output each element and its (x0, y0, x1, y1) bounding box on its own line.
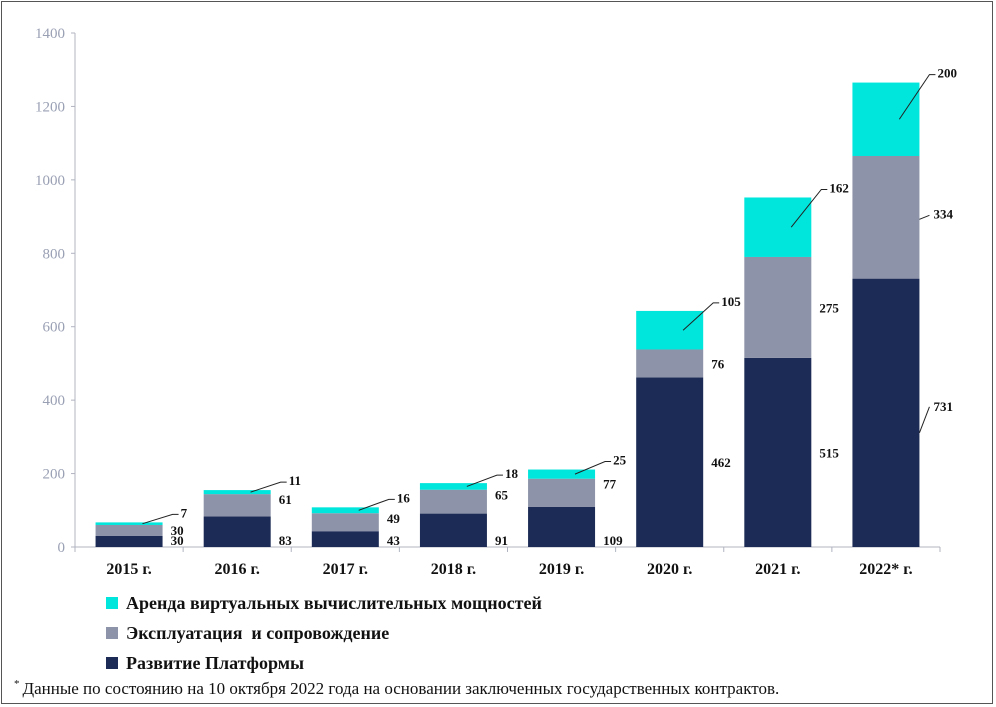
data-label-7-series-1: 334 (933, 206, 953, 221)
data-label-0-series-2: 7 (181, 505, 188, 520)
data-label-2-series-2: 16 (397, 490, 411, 505)
y-tick-label-0: 0 (58, 540, 66, 556)
bar-5-series-2 (636, 310, 704, 350)
data-label-4-series-2: 25 (613, 453, 627, 468)
bar-1-series-2 (203, 490, 271, 495)
x-tick-label-2: 2017 г. (323, 561, 368, 578)
legend-label-rent: Аренда виртуальных вычислительных мощнос… (126, 592, 542, 613)
leader-line-7-series-0 (918, 406, 930, 433)
bar-1-series-0 (203, 516, 271, 547)
data-label-7-series-2: 200 (937, 66, 957, 81)
x-tick-label-0: 2015 г. (106, 561, 151, 578)
data-label-7-series-0: 731 (933, 399, 953, 414)
bar-0-series-0 (95, 535, 163, 547)
y-tick-label-5: 1000 (35, 173, 65, 189)
legend-item-development: Развитие Платформы (106, 648, 542, 678)
legend-swatch-development (106, 657, 118, 669)
footnote-text: Данные по состоянию на 10 октября 2022 г… (22, 679, 780, 698)
bar-2-series-1 (311, 513, 379, 532)
x-tick-label-4: 2019 г. (539, 561, 584, 578)
legend-label-maintenance: Эксплуатация и сопровождение (126, 622, 390, 643)
leader-line-7-series-1 (919, 214, 930, 220)
x-tick-label-1: 2016 г. (214, 561, 259, 578)
y-tick-label-3: 600 (43, 320, 66, 336)
y-tick-label-1: 200 (43, 467, 66, 483)
data-label-1-series-2: 11 (289, 473, 301, 488)
data-label-0-series-0: 30 (171, 533, 184, 548)
bar-6-series-0 (744, 357, 812, 547)
data-label-3-series-0: 91 (495, 533, 508, 548)
data-label-6-series-0: 515 (819, 445, 839, 460)
leader-line-6-series-2 (790, 188, 828, 228)
bar-5-series-1 (636, 349, 704, 378)
legend-item-maintenance: Эксплуатация и сопровождение (106, 618, 542, 648)
data-label-5-series-2: 105 (721, 294, 741, 309)
data-label-3-series-1: 65 (495, 488, 509, 503)
x-tick-label-7: 2022* г. (859, 561, 912, 578)
bar-7-series-1 (852, 155, 920, 279)
data-label-5-series-0: 462 (711, 455, 731, 470)
bar-3-series-0 (419, 513, 487, 547)
leader-line-0-series-2 (142, 513, 179, 525)
bar-4-series-0 (528, 506, 596, 547)
bar-2-series-2 (311, 507, 379, 514)
y-tick-label-6: 1200 (35, 99, 65, 115)
y-tick-label-4: 800 (43, 246, 66, 262)
data-label-6-series-1: 275 (819, 300, 839, 315)
data-label-2-series-0: 43 (387, 533, 401, 548)
data-label-0-series-1: 30 (171, 523, 184, 538)
legend-item-rent: Аренда виртуальных вычислительных мощнос… (106, 588, 542, 618)
leader-line-1-series-2 (250, 481, 287, 493)
x-tick-label-5: 2020 г. (647, 561, 692, 578)
bar-3-series-1 (419, 489, 487, 514)
legend-label-development: Развитие Платформы (126, 652, 305, 673)
legend-swatch-maintenance (106, 627, 118, 639)
legend: Аренда виртуальных вычислительных мощнос… (106, 588, 542, 678)
leader-line-2-series-2 (358, 498, 395, 511)
bar-4-series-1 (528, 478, 596, 507)
data-label-6-series-2: 162 (829, 180, 849, 195)
data-label-5-series-1: 76 (711, 356, 725, 371)
leader-line-7-series-2 (898, 74, 936, 120)
bar-7-series-0 (852, 278, 920, 547)
bar-6-series-1 (744, 256, 812, 358)
bar-2-series-0 (311, 531, 379, 547)
bar-4-series-2 (528, 469, 596, 479)
footnote-marker: * (14, 678, 20, 690)
leader-line-3-series-2 (466, 474, 503, 487)
x-tick-label-3: 2018 г. (431, 561, 476, 578)
data-label-3-series-2: 18 (505, 466, 519, 481)
bar-0-series-2 (95, 522, 163, 525)
data-label-1-series-0: 83 (279, 533, 293, 548)
y-tick-label-7: 1400 (35, 26, 65, 42)
data-label-4-series-0: 109 (603, 533, 623, 548)
bar-7-series-2 (852, 82, 920, 156)
footnote: * Данные по состоянию на 10 октября 2022 … (14, 678, 779, 699)
data-label-2-series-1: 49 (387, 511, 401, 526)
x-tick-label-6: 2021 г. (755, 561, 800, 578)
bar-5-series-0 (636, 377, 704, 547)
leader-line-4-series-2 (574, 461, 612, 475)
data-label-4-series-1: 77 (603, 477, 617, 492)
legend-swatch-rent (106, 597, 118, 609)
data-label-1-series-1: 61 (279, 492, 292, 507)
bar-0-series-1 (95, 524, 163, 536)
bar-1-series-1 (203, 494, 271, 517)
leader-line-5-series-2 (682, 302, 720, 331)
bar-3-series-2 (419, 483, 487, 490)
y-tick-label-2: 400 (43, 393, 66, 409)
bar-6-series-2 (744, 197, 812, 257)
